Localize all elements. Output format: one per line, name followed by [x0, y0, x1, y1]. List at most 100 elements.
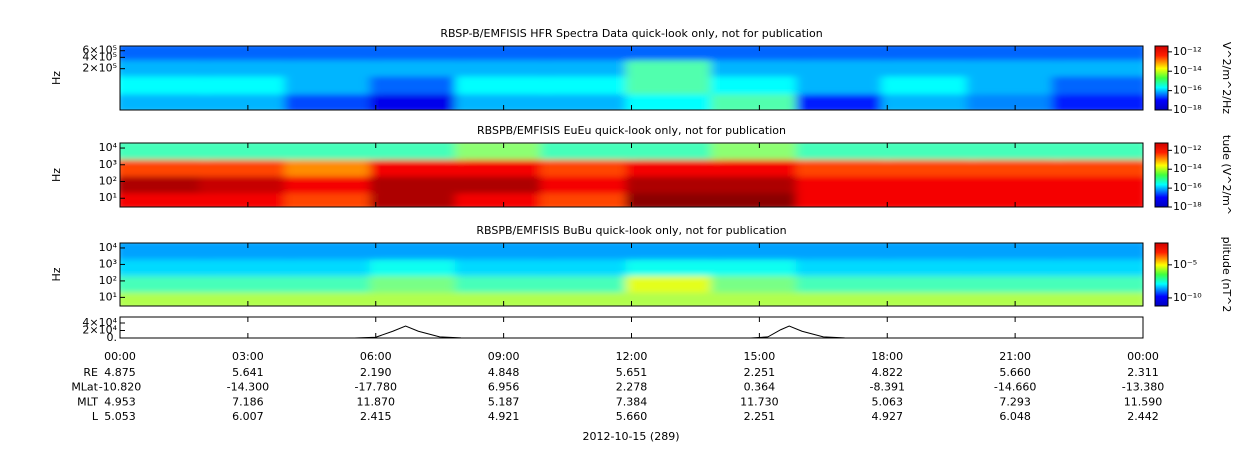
ephemeris-value: 6.007	[232, 410, 264, 423]
ephemeris-label: MLT	[77, 395, 98, 408]
ephemeris-value: -8.391	[870, 381, 905, 394]
colorbar-tick-label: 10⁻¹⁶	[1173, 84, 1202, 97]
x-tick-label: 00:00	[104, 350, 136, 363]
colorbar	[1154, 242, 1169, 307]
spectrogram-cell	[1051, 46, 1143, 61]
spectrogram-cell	[881, 243, 979, 260]
y-axis-label: Hz	[50, 71, 63, 85]
panel-title: RBSPB/EMFISIS EuEu quick-look only, not …	[477, 124, 786, 137]
spectrogram-cell	[1051, 243, 1143, 260]
panel-title: RBSP-B/EMFISIS HFR Spectra Data quick-lo…	[440, 27, 822, 40]
ephemeris-value: 5.660	[999, 366, 1031, 379]
spectrogram-cell	[284, 243, 382, 260]
colorbar-label: tude (V^2/m^	[1220, 135, 1233, 215]
y-tick-label: 10⁴	[99, 141, 118, 154]
spectrogram-cell	[120, 46, 212, 61]
ephemeris-value: 2.442	[1127, 410, 1159, 423]
ephemeris-label: RE	[83, 366, 98, 379]
ephemeris-value: 2.278	[616, 381, 648, 394]
colorbar-label: V^2/m^2/Hz	[1220, 42, 1233, 114]
spectrogram-cell	[710, 143, 808, 160]
y-axis-label: Hz	[50, 168, 63, 182]
spectrogram-cell	[199, 243, 297, 260]
spectrogram-cell	[966, 46, 1064, 61]
ephemeris-value: 6.956	[488, 381, 520, 394]
colorbar-tick-label: 10⁻¹²	[1173, 143, 1202, 156]
spectrogram	[120, 46, 1143, 110]
y-axis-label: Hz	[50, 267, 63, 281]
spectrogram-cell	[540, 143, 638, 160]
ephemeris-value: 4.921	[488, 410, 520, 423]
ephemeris-value: -10.820	[99, 381, 141, 394]
spectrogram-cell	[540, 46, 638, 61]
x-tick-label: 00:00	[1127, 350, 1159, 363]
colorbar-label: plitude (nT^2	[1220, 237, 1233, 313]
spectrogram	[120, 143, 1143, 207]
ephemeris-value: 7.293	[999, 395, 1031, 408]
ephemeris-value: 5.187	[488, 395, 520, 408]
spectrogram-cell	[966, 243, 1064, 260]
colorbar-tick-label: 10⁻¹⁸	[1173, 103, 1202, 116]
x-tick-label: 03:00	[232, 350, 264, 363]
y-tick-label: 10⁴	[99, 241, 118, 254]
spectrogram-cell	[455, 143, 553, 160]
ephemeris-value: 5.063	[872, 395, 904, 408]
x-tick-label: 21:00	[999, 350, 1031, 363]
colorbar-tick-label: 10⁻¹⁶	[1173, 181, 1202, 194]
ephemeris-value: 11.590	[1124, 395, 1163, 408]
colorbar	[1154, 45, 1169, 111]
spectrogram-cell	[625, 143, 723, 160]
spectrogram-cell	[369, 143, 467, 160]
y-tick-label: 2×10⁴	[82, 324, 117, 337]
y-tick-label: 10¹	[99, 290, 117, 303]
spectrogram-cell	[284, 143, 382, 160]
colorbar-tick-label: 10⁻⁵	[1173, 258, 1197, 271]
colorbar-tick-label: 10⁻¹⁰	[1173, 291, 1202, 304]
ephemeris-value: 4.953	[104, 395, 136, 408]
y-tick-label: 2×10⁵	[82, 62, 117, 75]
spectrogram-cell	[455, 243, 553, 260]
ephemeris-value: 7.384	[616, 395, 648, 408]
ephemeris-value: 4.848	[488, 366, 520, 379]
date-label: 2012-10-15 (289)	[582, 430, 679, 443]
spectrogram-cells	[120, 46, 1143, 110]
ephemeris-value: 5.660	[616, 410, 648, 423]
ephemeris-value: 2.251	[744, 410, 776, 423]
spectrogram-cell	[369, 243, 467, 260]
x-tick-label: 18:00	[871, 350, 903, 363]
ephemeris-value: -14.660	[994, 381, 1036, 394]
spectrogram-cell	[284, 46, 382, 61]
ephemeris-value: 11.870	[357, 395, 396, 408]
ephemeris-label: L	[92, 410, 99, 423]
colorbar-tick-label: 10⁻¹²	[1173, 45, 1202, 58]
ephemeris-value: 5.641	[232, 366, 264, 379]
y-tick-label: 0.	[107, 331, 118, 344]
ephemeris-value: 5.053	[104, 410, 136, 423]
ephemeris-value: 6.048	[999, 410, 1031, 423]
x-tick-label: 09:00	[488, 350, 520, 363]
ephemeris-value: 2.251	[744, 366, 776, 379]
spectrogram-cells	[120, 143, 1143, 207]
ephemeris-value: -14.300	[227, 381, 269, 394]
y-tick-label: 4×10⁵	[82, 50, 117, 63]
spectrogram-cells	[120, 243, 1143, 306]
y-tick-label: 10³	[99, 158, 117, 171]
spectrogram-cell	[710, 243, 808, 260]
spectrogram	[120, 243, 1143, 306]
ephemeris-value: 0.364	[744, 381, 776, 394]
y-tick-label: 10²	[99, 274, 117, 287]
y-tick-label: 10¹	[99, 191, 117, 204]
spectrogram-cell	[369, 46, 467, 61]
spectrogram-cell	[120, 243, 212, 260]
ephemeris-value: 2.190	[360, 366, 392, 379]
colorbar	[1154, 142, 1169, 208]
spectrogram-cell	[1051, 143, 1143, 160]
spectrogram-cell	[120, 143, 212, 160]
ephemeris-value: 4.927	[872, 410, 904, 423]
colorbar-tick-label: 10⁻¹⁴	[1173, 64, 1202, 77]
spectrogram-cell	[455, 46, 553, 61]
spectrogram-cell	[881, 143, 979, 160]
y-tick-label: 10²	[99, 175, 117, 188]
spectrogram-cell	[199, 143, 297, 160]
